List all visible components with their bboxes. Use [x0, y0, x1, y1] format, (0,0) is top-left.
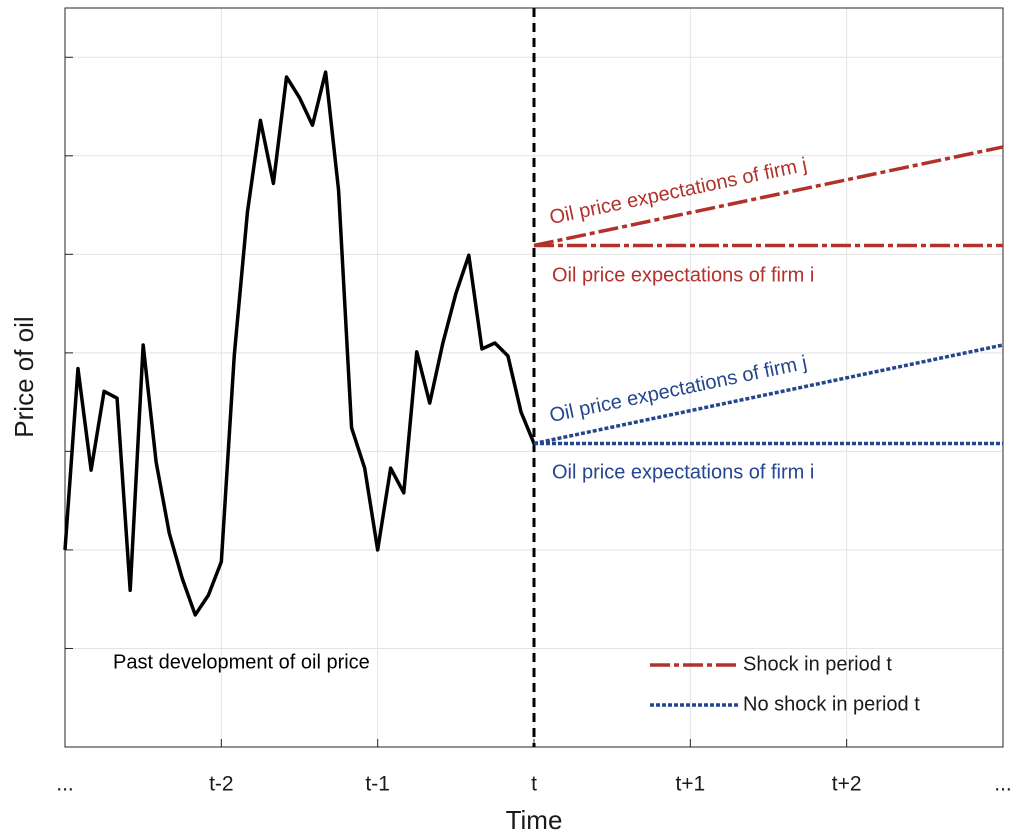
x-axis-label: Time [506, 805, 563, 835]
annotation: Oil price expectations of firm j [548, 352, 809, 427]
legend-label: Shock in period t [743, 653, 892, 675]
x-tick-label: t+1 [675, 773, 705, 796]
x-tick-label: ... [56, 773, 74, 796]
x-tick-label: ... [994, 773, 1012, 796]
series-line [533, 343, 1004, 446]
annotation: Oil price expectations of firm i [552, 461, 814, 483]
legend-label: No shock in period t [743, 693, 920, 715]
x-tick-label: t-2 [209, 773, 234, 796]
series-line [533, 145, 1004, 248]
annotation: Oil price expectations of firm j [548, 154, 809, 229]
annotation: Oil price expectations of firm i [552, 264, 814, 286]
x-tick-label: t+2 [832, 773, 862, 796]
x-tick-label: t-1 [365, 773, 390, 796]
annotation: Past development of oil price [113, 651, 370, 673]
series-line [63, 70, 536, 617]
y-axis-label: Price of oil [9, 316, 39, 437]
x-tick-label: t [531, 773, 537, 796]
